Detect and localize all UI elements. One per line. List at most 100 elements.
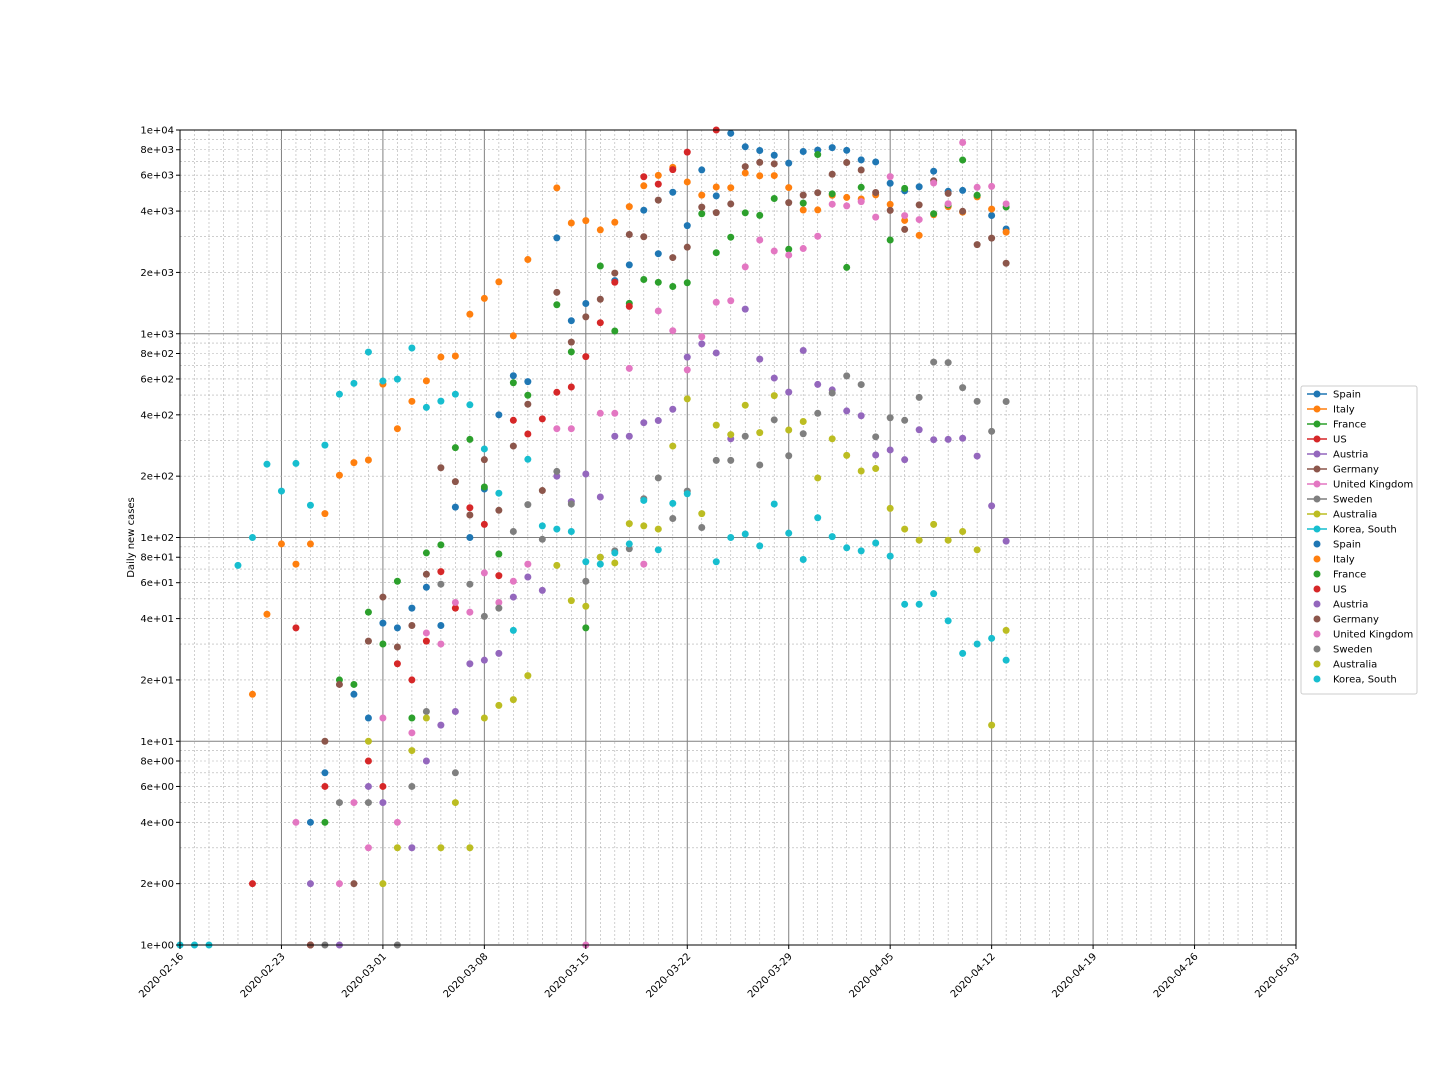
point-australia	[727, 431, 735, 439]
point-united-kingdom	[973, 183, 981, 191]
point-korea-south	[770, 500, 778, 508]
point-italy	[408, 397, 416, 405]
point-spain	[988, 212, 996, 220]
point-germany	[886, 206, 894, 214]
point-france	[379, 640, 387, 648]
legend-marker-sweden	[1313, 495, 1321, 503]
point-united-kingdom	[959, 139, 967, 147]
point-italy	[654, 171, 662, 179]
point-korea-south	[321, 441, 329, 449]
point-spain	[553, 234, 561, 242]
point-us	[248, 880, 256, 888]
point-united-kingdom	[640, 560, 648, 568]
legend-marker-france	[1313, 570, 1321, 578]
point-australia	[683, 395, 691, 403]
point-italy	[321, 510, 329, 518]
legend-label-spain: Spain	[1333, 390, 1361, 401]
point-united-kingdom	[509, 577, 517, 585]
point-australia	[640, 522, 648, 530]
point-korea-south	[915, 600, 923, 608]
point-united-kingdom	[422, 629, 430, 637]
point-sweden	[1002, 398, 1010, 406]
point-spain	[567, 317, 575, 325]
point-germany	[669, 254, 677, 262]
point-us	[669, 166, 677, 174]
point-germany	[466, 511, 474, 519]
point-italy	[611, 218, 619, 226]
point-austria	[524, 573, 532, 581]
point-united-kingdom	[611, 409, 619, 417]
point-germany	[959, 207, 967, 215]
point-spain	[669, 188, 677, 196]
point-sweden	[727, 456, 735, 464]
point-france	[524, 391, 532, 399]
point-germany	[785, 199, 793, 207]
point-germany	[437, 464, 445, 472]
point-italy	[393, 425, 401, 433]
point-germany	[901, 225, 909, 233]
y-tick-label: 4e+02	[140, 410, 174, 421]
point-korea-south	[306, 501, 314, 509]
point-australia	[886, 504, 894, 512]
point-austria	[582, 470, 590, 478]
point-france	[886, 236, 894, 244]
point-spain	[451, 503, 459, 511]
point-germany	[727, 200, 735, 208]
point-france	[611, 327, 619, 335]
point-us	[451, 604, 459, 612]
point-france	[451, 444, 459, 452]
point-australia	[872, 465, 880, 473]
point-sweden	[886, 414, 894, 422]
y-tick-label: 6e+03	[140, 171, 174, 182]
point-austria	[625, 432, 633, 440]
point-australia	[988, 721, 996, 729]
point-united-kingdom	[915, 216, 923, 224]
point-australia	[451, 799, 459, 807]
point-korea-south	[466, 401, 474, 409]
point-italy	[683, 178, 691, 186]
legend-marker-australia	[1313, 510, 1321, 518]
point-sweden	[785, 452, 793, 460]
point-spain	[654, 250, 662, 258]
point-spain	[799, 147, 807, 155]
y-axis-label: Daily new cases	[126, 497, 137, 578]
point-australia	[741, 401, 749, 409]
point-france	[799, 199, 807, 207]
point-korea-south	[422, 403, 430, 411]
point-italy	[901, 216, 909, 224]
point-korea-south	[292, 459, 300, 467]
point-sweden	[509, 528, 517, 536]
point-spain	[582, 300, 590, 308]
point-australia	[915, 536, 923, 544]
point-spain	[408, 604, 416, 612]
point-france	[669, 283, 677, 291]
point-austria	[872, 451, 880, 459]
point-united-kingdom	[741, 263, 749, 271]
point-sweden	[756, 461, 764, 469]
point-germany	[843, 159, 851, 167]
point-korea-south	[408, 344, 416, 352]
point-germany	[698, 203, 706, 211]
point-germany	[524, 400, 532, 408]
point-united-kingdom	[379, 714, 387, 722]
point-spain	[828, 144, 836, 152]
point-united-kingdom	[654, 307, 662, 315]
legend-marker-italy	[1313, 405, 1321, 413]
point-us	[495, 572, 503, 580]
point-germany	[611, 269, 619, 277]
point-australia	[466, 844, 474, 852]
point-united-kingdom	[930, 179, 938, 187]
point-united-kingdom	[698, 333, 706, 341]
point-austria	[480, 656, 488, 664]
point-sweden	[973, 397, 981, 405]
point-sweden	[828, 389, 836, 397]
point-austria	[944, 435, 952, 443]
point-us	[538, 415, 546, 423]
point-australia	[712, 421, 720, 429]
point-korea-south	[886, 552, 894, 560]
point-korea-south	[567, 528, 575, 536]
point-italy	[495, 278, 503, 286]
point-austria	[306, 880, 314, 888]
point-united-kingdom	[901, 212, 909, 220]
point-sweden	[466, 580, 474, 588]
